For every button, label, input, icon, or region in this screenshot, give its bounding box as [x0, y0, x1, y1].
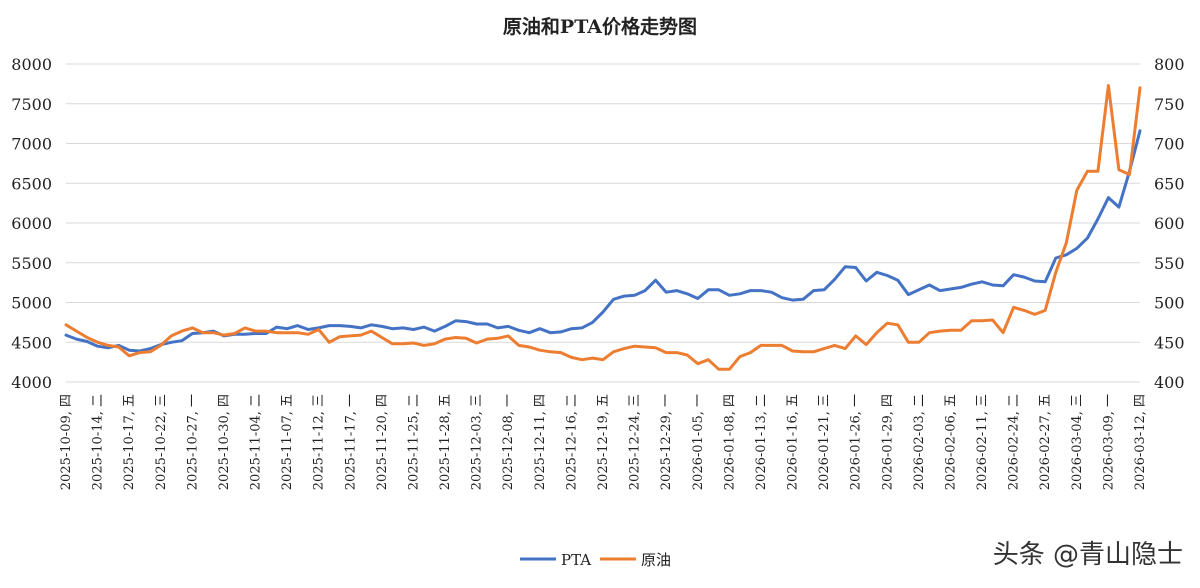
- y-right-tick-label: 500: [1154, 294, 1185, 313]
- x-tick-label: 2025-12-29, 一: [659, 394, 674, 490]
- x-tick-label: 2025-12-03, 三: [470, 394, 485, 490]
- x-tick-label: 2026-03-04, 三: [1070, 394, 1085, 490]
- y-left-tick-label: 6500: [11, 174, 52, 193]
- x-axis: 2025-10-09, 四 2025-10-14, 二 2025-10-17, 五 2…: [59, 394, 1148, 490]
- y-left-tick-label: 4000: [11, 373, 52, 392]
- grid: [66, 63, 1140, 383]
- series-line-pta: [64, 129, 1142, 353]
- y-left-tick-label: 5000: [11, 294, 52, 313]
- series-line-oil: [64, 84, 1142, 371]
- y-right-tick-label: 550: [1154, 254, 1185, 273]
- y-right-tick-label: 400: [1154, 373, 1185, 392]
- x-tick-label: 2026-01-13, 二: [754, 394, 769, 490]
- x-tick-label: 2026-01-05, 一: [691, 394, 706, 490]
- y-right-tick-label: 750: [1154, 95, 1185, 114]
- y-left-tick-label: 6000: [11, 214, 52, 233]
- x-tick-label: 2026-03-09, 一: [1101, 394, 1116, 490]
- y-left-tick-label: 8000: [11, 55, 52, 74]
- x-tick-label: 2025-10-27, 一: [185, 394, 200, 490]
- x-tick-label: 2025-11-28, 五: [438, 394, 453, 490]
- x-tick-label: 2025-10-14, 二: [91, 394, 106, 490]
- x-tick-label: 2025-12-24, 三: [628, 394, 643, 490]
- y-left-tick-label: 4500: [11, 333, 52, 352]
- x-tick-label: 2025-10-30, 四: [217, 394, 232, 490]
- x-tick-label: 2026-02-11, 三: [975, 394, 990, 490]
- watermark: 头条 @青山隐士: [993, 540, 1183, 570]
- x-tick-label: 2025-12-19, 五: [596, 394, 611, 490]
- x-tick-label: 2026-02-03, 二: [912, 394, 927, 490]
- y-left-tick-label: 5500: [11, 254, 52, 273]
- legend-label-oil: 原油: [641, 551, 671, 569]
- x-tick-label: 2025-10-22, 三: [154, 394, 169, 490]
- chart-title: 原油和PTA价格走势图: [503, 15, 697, 38]
- x-tick-label: 2025-11-07, 五: [280, 394, 295, 490]
- x-tick-label: 2025-11-20, 四: [375, 394, 390, 490]
- x-tick-label: 2026-01-16, 五: [786, 394, 801, 490]
- x-tick-label: 2026-01-29, 四: [880, 394, 895, 490]
- x-tick-label: 2026-01-26, 一: [849, 394, 864, 490]
- x-tick-label: 2025-11-25, 二: [406, 394, 421, 490]
- legend-label-pta: PTA: [561, 551, 591, 569]
- x-tick-label: 2026-03-12, 四: [1133, 394, 1148, 490]
- x-tick-label: 2026-01-21, 三: [817, 394, 832, 490]
- y-right-tick-label: 700: [1154, 135, 1185, 154]
- x-tick-label: 2025-10-17, 五: [122, 394, 137, 490]
- x-tick-label: 2025-11-04, 二: [249, 394, 264, 490]
- y-right-tick-label: 800: [1154, 55, 1185, 74]
- x-tick-label: 2025-11-17, 一: [343, 394, 358, 490]
- x-tick-label: 2026-02-24, 二: [1007, 394, 1022, 490]
- y-left-tick-label: 7000: [11, 135, 52, 154]
- y-left-tick-label: 7500: [11, 95, 52, 114]
- x-tick-label: 2025-10-09, 四: [59, 394, 74, 490]
- y-axis-left: 4000 4500 5000 5500 6000 6500 7000 7500 8000: [11, 55, 52, 392]
- x-tick-label: 2025-12-08, 一: [501, 394, 516, 490]
- y-axis-right: 400 450 500 550 600 650 700 750 800: [1154, 55, 1185, 392]
- x-tick-label: 2026-02-27, 五: [1038, 394, 1053, 490]
- x-tick-label: 2026-01-08, 四: [722, 394, 737, 490]
- x-tick-label: 2026-02-06, 五: [943, 394, 958, 490]
- x-tick-label: 2025-12-11, 四: [533, 394, 548, 490]
- y-right-tick-label: 650: [1154, 174, 1185, 193]
- y-right-tick-label: 600: [1154, 214, 1185, 233]
- plot-area: [64, 84, 1142, 371]
- legend: PTA 原油: [520, 551, 671, 569]
- x-tick-label: 2025-12-16, 二: [564, 394, 579, 490]
- y-right-tick-label: 450: [1154, 333, 1185, 352]
- x-tick-label: 2025-11-12, 三: [312, 394, 327, 490]
